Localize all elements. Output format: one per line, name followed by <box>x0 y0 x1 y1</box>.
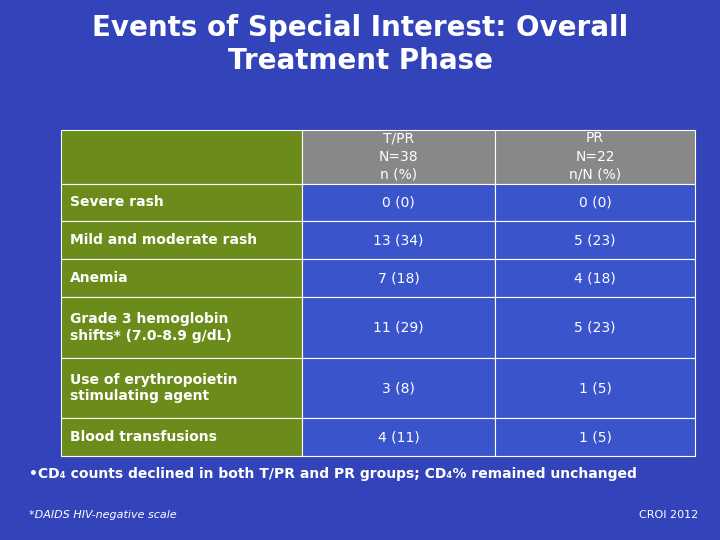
Text: *DAIDS HIV-negative scale: *DAIDS HIV-negative scale <box>29 510 176 521</box>
Bar <box>302 221 495 259</box>
Bar <box>61 130 302 184</box>
Bar <box>302 358 495 419</box>
Bar <box>302 297 495 358</box>
Text: PR
N=22
n/N (%): PR N=22 n/N (%) <box>569 131 621 182</box>
Text: Severe rash: Severe rash <box>70 195 163 210</box>
Bar <box>61 184 302 221</box>
Text: •CD₄ counts declined in both T/PR and PR groups; CD₄% remained unchanged: •CD₄ counts declined in both T/PR and PR… <box>29 467 636 481</box>
Bar <box>495 358 695 419</box>
Text: T/PR
N=38
n (%): T/PR N=38 n (%) <box>379 131 418 182</box>
Text: 11 (29): 11 (29) <box>373 320 424 334</box>
Text: Events of Special Interest: Overall
Treatment Phase: Events of Special Interest: Overall Trea… <box>92 14 628 75</box>
Bar <box>495 259 695 297</box>
Bar <box>61 358 302 419</box>
Bar <box>495 297 695 358</box>
Bar <box>495 184 695 221</box>
Text: 0 (0): 0 (0) <box>382 195 415 210</box>
Bar <box>61 221 302 259</box>
Text: 7 (18): 7 (18) <box>378 271 420 285</box>
Bar <box>302 259 495 297</box>
Bar <box>61 259 302 297</box>
Text: Blood transfusions: Blood transfusions <box>70 430 217 444</box>
Bar <box>495 418 695 456</box>
Bar <box>495 221 695 259</box>
Text: 5 (23): 5 (23) <box>575 320 616 334</box>
Text: 1 (5): 1 (5) <box>579 381 611 395</box>
Text: Grade 3 hemoglobin
shifts* (7.0-8.9 g/dL): Grade 3 hemoglobin shifts* (7.0-8.9 g/dL… <box>70 312 232 342</box>
Text: Mild and moderate rash: Mild and moderate rash <box>70 233 257 247</box>
Text: 0 (0): 0 (0) <box>579 195 611 210</box>
Text: CROI 2012: CROI 2012 <box>639 510 698 521</box>
Bar <box>61 418 302 456</box>
Text: 1 (5): 1 (5) <box>579 430 611 444</box>
Bar <box>61 297 302 358</box>
Bar <box>302 184 495 221</box>
Text: 3 (8): 3 (8) <box>382 381 415 395</box>
Text: Anemia: Anemia <box>70 271 128 285</box>
Text: 5 (23): 5 (23) <box>575 233 616 247</box>
Bar <box>302 418 495 456</box>
Text: 4 (11): 4 (11) <box>378 430 420 444</box>
Text: 13 (34): 13 (34) <box>374 233 424 247</box>
Text: 4 (18): 4 (18) <box>574 271 616 285</box>
Text: Use of erythropoietin
stimulating agent: Use of erythropoietin stimulating agent <box>70 373 238 403</box>
Bar <box>302 130 495 184</box>
Bar <box>495 130 695 184</box>
